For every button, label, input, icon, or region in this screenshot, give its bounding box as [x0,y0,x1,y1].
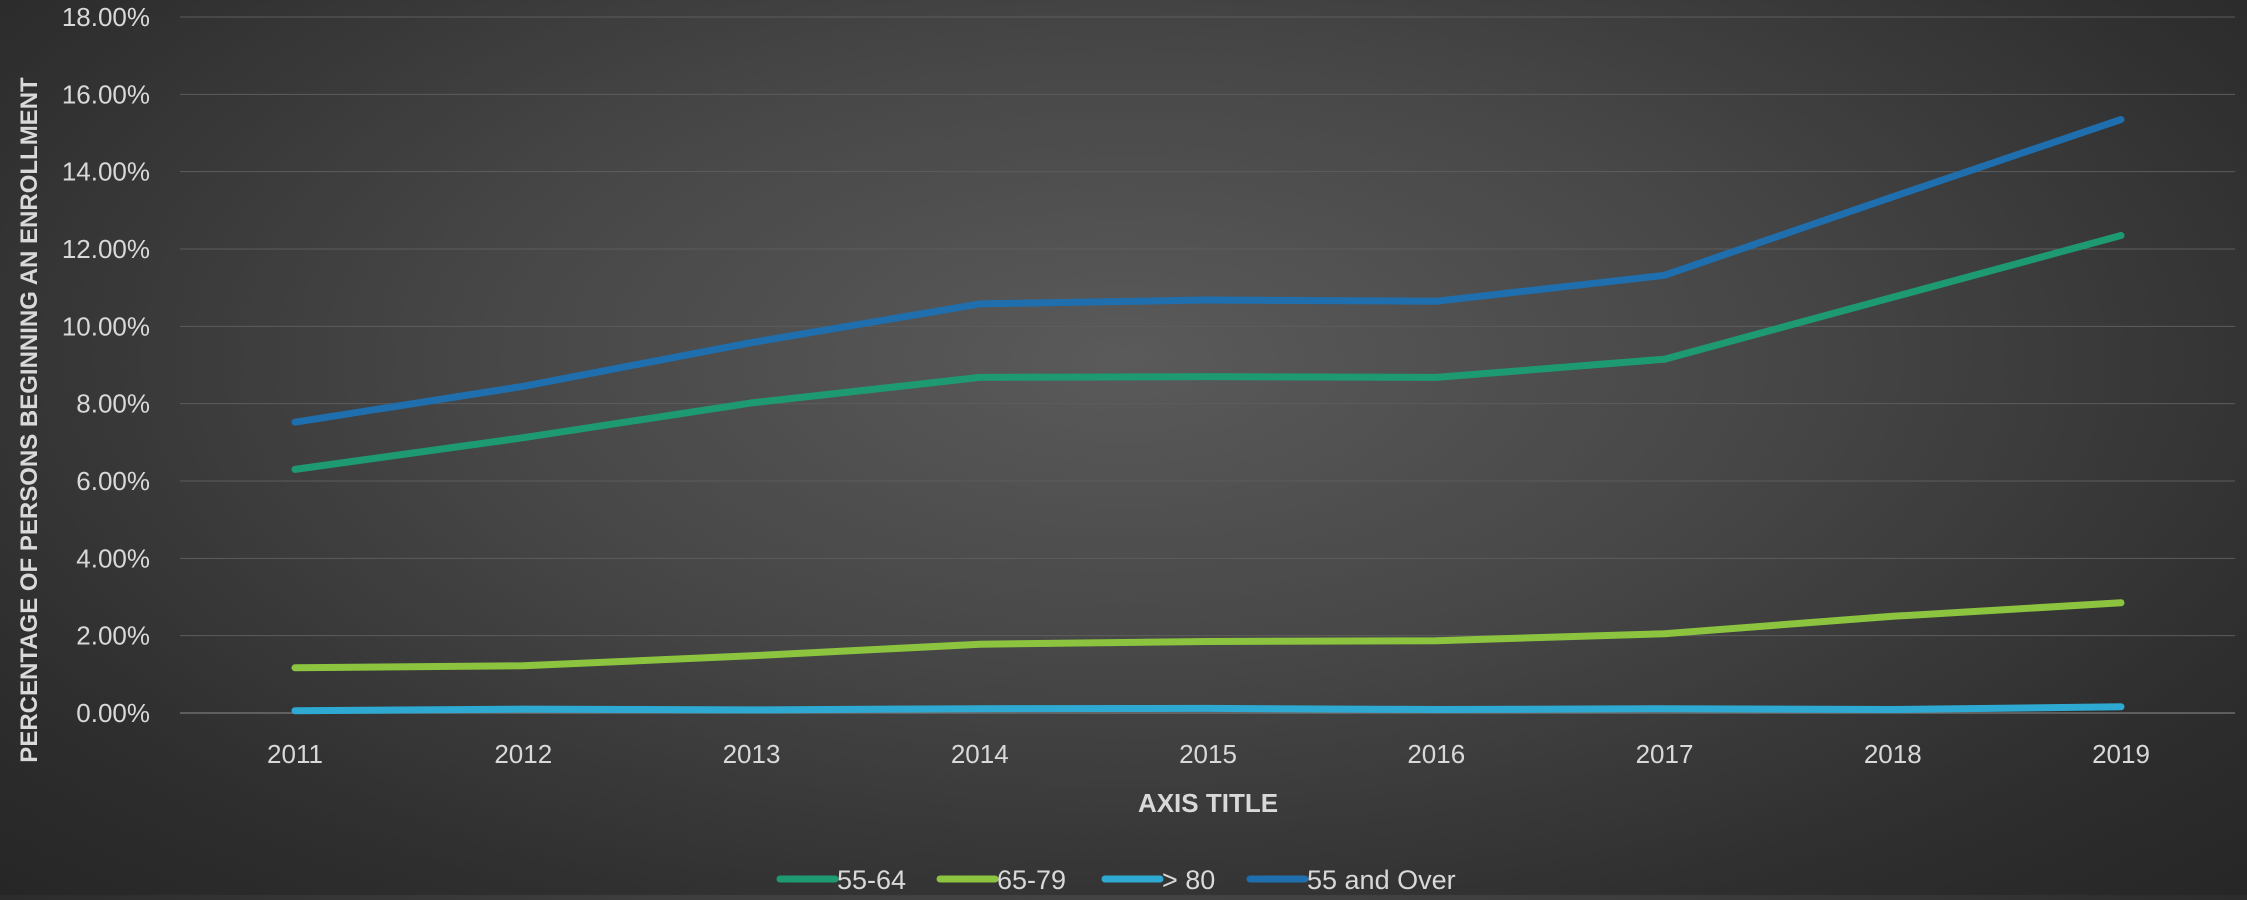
x-tick-label: 2013 [723,739,781,769]
x-tick-label: 2015 [1179,739,1237,769]
y-axis-title: PERCENTAGE OF PERSONS BEGINNING AN ENROL… [16,77,43,763]
x-tick-label: 2017 [1636,739,1694,769]
series-line-55-64 [291,232,2125,473]
legend-label: 65-79 [997,865,1066,895]
legend-item: 55-64 [776,865,906,895]
y-tick-label: 0.00% [76,698,150,728]
legend-label: > 80 [1162,865,1215,895]
legend-item: 55 and Over [1246,865,1456,895]
y-tick-label: 8.00% [76,389,150,419]
y-tick-label: 10.00% [62,311,150,341]
series-line-65-79 [291,599,2125,672]
y-axis-tick-labels: 0.00% 2.00% 4.00% 6.00% 8.00% 10.00% 12.00% 14.… [62,2,150,728]
legend-label: 55 and Over [1307,865,1456,895]
x-tick-label: 2011 [267,739,323,769]
series-line-55-and-over [291,116,2125,426]
y-tick-label: 4.00% [76,543,150,573]
legend-label: 55-64 [837,865,906,895]
x-tick-label: 2018 [1864,739,1922,769]
x-tick-label: 2019 [2092,739,2150,769]
series-line-80 [291,703,2125,715]
x-tick-label: 2012 [494,739,552,769]
legend: 55-64 65-79 > 80 55 and Over [776,865,1456,895]
y-tick-label: 18.00% [62,2,150,32]
x-axis-tick-labels: 2011 2012 2013 2014 2015 2016 2017 2018 2019 [267,739,2150,769]
x-tick-label: 2016 [1407,739,1465,769]
x-tick-label: 2014 [951,739,1009,769]
y-tick-label: 12.00% [62,234,150,264]
y-tick-label: 14.00% [62,157,150,187]
y-tick-label: 2.00% [76,621,150,651]
legend-item: 65-79 [936,865,1066,895]
series-lines [291,116,2125,715]
legend-item: > 80 [1101,865,1215,895]
y-tick-label: 16.00% [62,79,150,109]
y-tick-label: 6.00% [76,466,150,496]
gridlines [180,16,2235,714]
x-axis-title: AXIS TITLE [1138,788,1278,818]
